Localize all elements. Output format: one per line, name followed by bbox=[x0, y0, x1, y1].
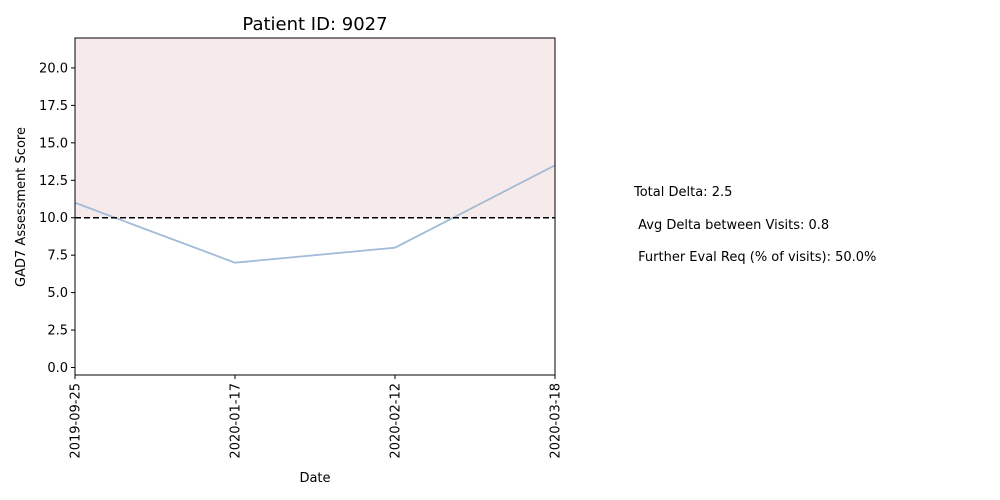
further-eval-text: Further Eval Req (% of visits): 50.0% bbox=[634, 250, 877, 265]
x-axis-label: Date bbox=[299, 471, 330, 486]
x-tick-label: 2020-03-18 bbox=[549, 383, 564, 459]
y-tick-label: 7.5 bbox=[47, 249, 68, 264]
plot-frame bbox=[74, 37, 556, 376]
x-tick-label: 2019-09-25 bbox=[69, 383, 84, 459]
total-delta-text: Total Delta: 2.5 bbox=[634, 185, 733, 200]
y-tick-label: 10.0 bbox=[39, 211, 68, 226]
y-tick-label: 15.0 bbox=[39, 136, 68, 151]
y-tick-label: 5.0 bbox=[47, 286, 68, 301]
y-tick-label: 17.5 bbox=[39, 99, 68, 114]
y-tick-label: 12.5 bbox=[39, 174, 68, 189]
chart-title: Patient ID: 9027 bbox=[242, 14, 387, 35]
x-tick-label: 2020-01-17 bbox=[229, 383, 244, 459]
avg-delta-text: Avg Delta between Visits: 0.8 bbox=[634, 217, 830, 233]
x-tick-label: 2020-02-12 bbox=[389, 383, 404, 459]
shaded-region bbox=[75, 38, 555, 218]
y-tick-label: 20.0 bbox=[39, 61, 68, 76]
y-tick-label: 2.5 bbox=[47, 324, 68, 339]
y-axis-label: GAD7 Assessment Score bbox=[14, 127, 29, 287]
stats-panel: Total Delta: 2.5 Avg Delta between Visit… bbox=[634, 184, 994, 282]
y-tick-label: 0.0 bbox=[47, 361, 68, 376]
series-line bbox=[74, 164, 556, 264]
